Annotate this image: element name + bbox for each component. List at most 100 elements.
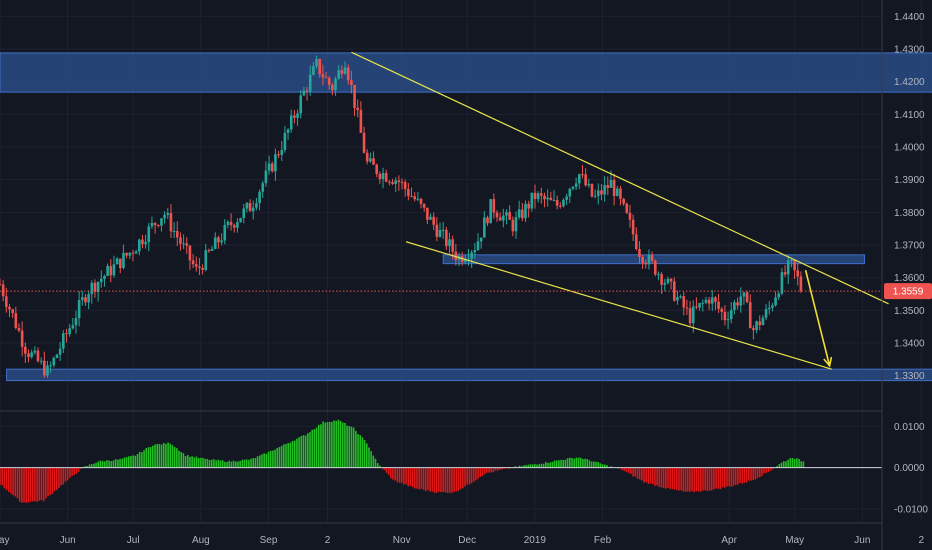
candle-body	[147, 226, 151, 243]
candle-body	[106, 266, 109, 276]
candle-body	[239, 217, 242, 223]
candle-body	[27, 353, 30, 358]
candle-body	[650, 254, 654, 261]
candle-body	[71, 325, 75, 329]
candle-body	[521, 209, 524, 219]
candle-body	[704, 299, 708, 303]
candle-body	[350, 80, 353, 85]
candle-body	[137, 239, 141, 252]
candle-body	[340, 70, 344, 74]
trendline[interactable]	[405, 241, 832, 370]
zone-rectangle[interactable]	[6, 368, 932, 382]
candle-body	[438, 229, 442, 237]
candle-body	[432, 216, 435, 225]
candle-body	[403, 182, 407, 190]
candle-body	[666, 278, 670, 284]
candle-body	[603, 185, 606, 195]
candle-body	[128, 252, 132, 256]
candle-body	[283, 132, 287, 151]
candle-body	[695, 306, 698, 308]
indicator-axis-label: -0.0100	[894, 504, 928, 515]
time-axis-label: Aug	[192, 535, 210, 546]
candle-body	[33, 350, 37, 353]
candle-body	[55, 354, 59, 358]
candle-body	[179, 237, 182, 244]
candle-body	[232, 225, 236, 228]
candle-body	[321, 74, 325, 78]
candle-body	[774, 297, 777, 306]
candle-body	[163, 214, 166, 219]
candle-body	[600, 190, 603, 195]
candle-body	[312, 66, 315, 75]
drawings-layer	[0, 51, 889, 370]
candle-body	[641, 256, 644, 263]
candle-body	[8, 306, 11, 310]
candle-body	[464, 259, 467, 262]
candle-body	[473, 250, 477, 253]
candle-body	[318, 58, 322, 75]
candle-body	[736, 302, 739, 306]
candle-body	[451, 239, 454, 252]
candle-body	[112, 264, 116, 276]
candle-body	[755, 321, 758, 331]
candle-body	[331, 84, 334, 91]
candle-body	[593, 195, 597, 197]
zones-layer	[0, 52, 932, 382]
candle-body	[359, 110, 363, 133]
candle-body	[543, 195, 546, 200]
candle-body	[245, 203, 249, 209]
candle-body	[799, 276, 803, 291]
candle-body	[644, 262, 648, 265]
time-axis-label: Dec	[458, 535, 476, 546]
candle-body	[483, 217, 486, 238]
candle-body	[182, 243, 185, 245]
candle-body	[207, 250, 211, 252]
candle-body	[188, 245, 192, 261]
candle-body	[739, 296, 743, 306]
candle-body	[524, 203, 527, 219]
candle-body	[685, 307, 689, 309]
candle-body	[419, 198, 423, 204]
candle-body	[489, 199, 492, 224]
candle-body	[723, 311, 727, 321]
candle-body	[324, 77, 328, 79]
candle-body	[0, 284, 2, 286]
candle-body	[65, 333, 68, 335]
zone-rectangle[interactable]	[0, 52, 932, 93]
candle-body	[369, 158, 372, 162]
candle-body	[96, 282, 100, 292]
candle-body	[397, 180, 401, 183]
projection-arrow-shaft[interactable]	[804, 269, 831, 367]
candle-body	[467, 258, 470, 260]
candle-body	[81, 297, 84, 301]
candle-body	[172, 230, 176, 232]
candle-body	[628, 212, 632, 220]
candle-body	[470, 252, 473, 259]
candle-body	[286, 129, 290, 133]
candle-body	[166, 212, 170, 215]
candle-body	[688, 308, 692, 324]
trendline[interactable]	[351, 51, 889, 305]
candle-body	[748, 302, 752, 329]
zone-rectangle[interactable]	[442, 254, 866, 265]
candle-body	[555, 199, 559, 206]
price-axis-label: 1.4300	[894, 45, 925, 56]
candle-body	[609, 179, 613, 188]
candle-body	[17, 328, 21, 331]
time-axis-label: Jul	[127, 535, 140, 546]
candle-body	[14, 313, 18, 329]
candle-body	[226, 221, 230, 226]
candle-body	[536, 193, 540, 200]
candle-body	[1, 284, 5, 297]
candle-body	[248, 203, 252, 212]
time-axis-label: 2	[919, 535, 925, 546]
candle-body	[679, 296, 682, 298]
candle-body	[213, 237, 217, 249]
candle-body	[220, 240, 223, 243]
candle-body	[242, 208, 246, 218]
candle-body	[742, 292, 746, 297]
candle-body	[264, 170, 268, 184]
candle-body	[84, 297, 87, 303]
projection-arrow-head[interactable]	[823, 356, 833, 368]
candle-body	[5, 296, 8, 307]
